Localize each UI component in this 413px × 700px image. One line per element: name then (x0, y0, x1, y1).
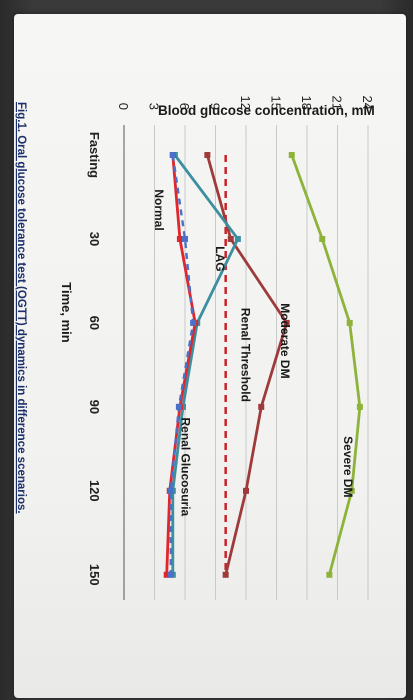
x-tick-label: 90 (87, 400, 102, 414)
series-point-3 (176, 235, 183, 242)
series-lines (163, 152, 363, 578)
series-line-0 (290, 154, 362, 576)
series-point-1 (227, 235, 234, 242)
series-point-2 (234, 235, 241, 242)
y-tick-label: 0 (116, 103, 131, 110)
annotations: Severe DM Moderate DM LAG Renal Glucosuria N… (152, 189, 355, 516)
y-tick-labels: 0 3 6 9 12 15 18 21 24 (116, 96, 375, 110)
series-point-1 (258, 403, 265, 410)
series-point-0 (356, 403, 363, 410)
series-point-0 (319, 235, 326, 242)
y-tick-label: 15 (269, 96, 284, 110)
x-tick-label: 30 (87, 232, 102, 246)
annotation-label: Severe DM (341, 436, 355, 497)
series-point-1 (243, 487, 249, 494)
renal-threshold-label: Renal Threshold (239, 308, 253, 402)
series-point-4 (169, 152, 176, 158)
y-tick-label: 3 (147, 103, 162, 110)
x-tick-labels: Fasting 30 60 90 120 150 (87, 132, 102, 586)
annotation-label: Moderate DM (278, 303, 292, 378)
y-axis-label: Blood glucose concentration, mM (158, 103, 375, 118)
series-point-4 (190, 319, 197, 326)
series-point-0 (288, 152, 295, 158)
series-line-3 (165, 154, 197, 575)
series-line-4 (169, 154, 195, 575)
annotation-label: Renal Glucosuria (178, 418, 192, 517)
series-point-4 (167, 571, 174, 578)
x-tick-label: 150 (87, 564, 102, 586)
x-tick-label: 60 (87, 316, 102, 330)
series-point-4 (175, 403, 182, 410)
annotation-label: LAG (213, 246, 227, 271)
y-tick-label: 12 (238, 96, 253, 110)
series-point-4 (167, 487, 174, 494)
series-point-1 (283, 319, 290, 326)
chart-grid (154, 125, 369, 600)
y-tick-label: 21 (330, 96, 345, 110)
x-tick-label: Fasting (87, 132, 102, 178)
x-axis-label: Time, min (59, 282, 74, 343)
figure-caption: Fig.1. Oral glucose tolerance test (OGTT… (15, 102, 27, 514)
y-tick-label: 6 (177, 103, 192, 110)
y-tick-label: 18 (299, 96, 314, 110)
series-point-0 (326, 571, 333, 578)
series-point-0 (346, 319, 353, 326)
y-tick-label: 9 (208, 103, 223, 110)
series-point-4 (182, 235, 188, 242)
series-point-1 (204, 152, 211, 158)
paper-sheet (14, 14, 406, 698)
annotation-label: Normal (152, 189, 166, 230)
series-point-0 (348, 487, 355, 494)
y-tick-label: 24 (360, 96, 375, 110)
x-tick-label: 120 (87, 480, 102, 502)
series-point-1 (222, 571, 229, 578)
series-line-2 (171, 154, 240, 575)
